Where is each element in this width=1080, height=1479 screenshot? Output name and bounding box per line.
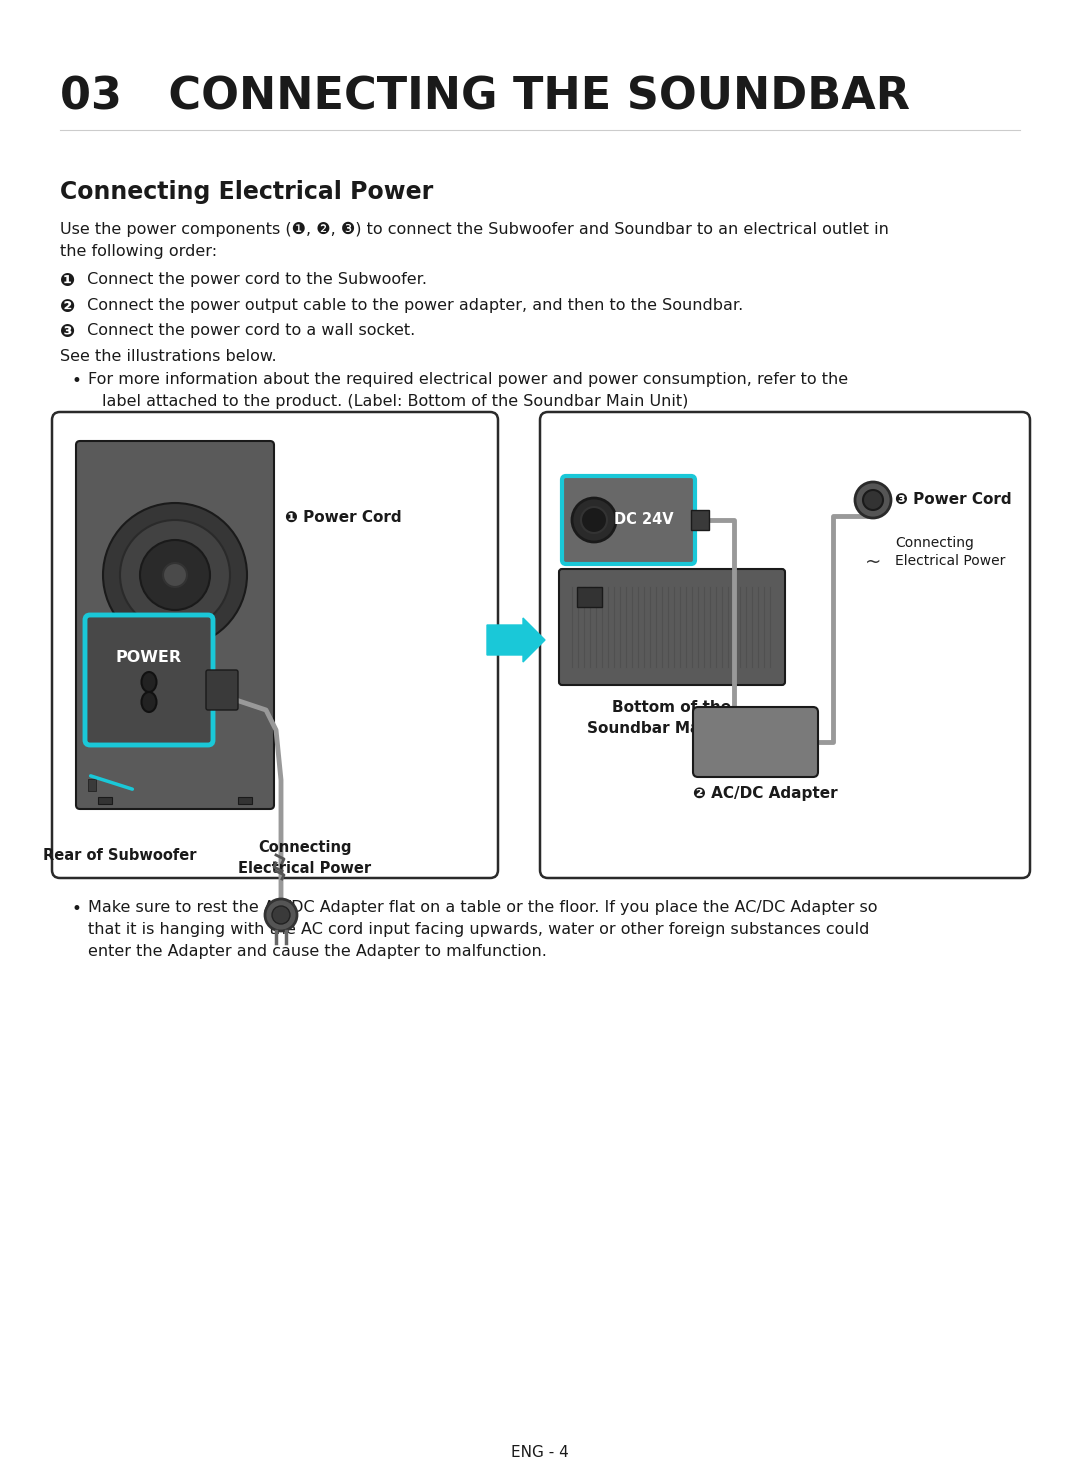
FancyBboxPatch shape [693, 707, 818, 776]
Text: Connecting
Electrical Power: Connecting Electrical Power [895, 535, 1005, 568]
Text: Connecting Electrical Power: Connecting Electrical Power [60, 180, 433, 204]
Text: POWER: POWER [116, 651, 183, 666]
Text: ❷: ❷ [60, 297, 76, 317]
Circle shape [140, 540, 210, 609]
Text: enter the Adapter and cause the Adapter to malfunction.: enter the Adapter and cause the Adapter … [87, 944, 546, 958]
Text: For more information about the required electrical power and power consumption, : For more information about the required … [87, 373, 848, 387]
Circle shape [855, 482, 891, 518]
Text: the following order:: the following order: [60, 244, 217, 259]
Bar [577, 587, 602, 606]
Text: ~: ~ [865, 553, 881, 571]
Bar [238, 797, 252, 805]
Text: Connect the power cord to the Subwoofer.: Connect the power cord to the Subwoofer. [82, 272, 427, 287]
Text: Bottom of the
Soundbar Main Unit: Bottom of the Soundbar Main Unit [586, 700, 757, 737]
FancyArrow shape [487, 618, 545, 663]
Text: •: • [72, 901, 82, 918]
Circle shape [572, 498, 616, 541]
Text: See the illustrations below.: See the illustrations below. [60, 349, 276, 364]
Text: Connect the power output cable to the power adapter, and then to the Soundbar.: Connect the power output cable to the po… [82, 297, 743, 314]
Circle shape [863, 490, 883, 510]
Bar [98, 797, 112, 805]
Text: Connecting
Electrical Power: Connecting Electrical Power [239, 840, 372, 876]
Text: Rear of Subwoofer: Rear of Subwoofer [43, 847, 197, 864]
Text: •: • [72, 373, 82, 390]
FancyBboxPatch shape [559, 569, 785, 685]
FancyBboxPatch shape [76, 441, 274, 809]
Ellipse shape [141, 671, 157, 692]
FancyBboxPatch shape [85, 615, 213, 745]
Text: Connect the power cord to a wall socket.: Connect the power cord to a wall socket. [82, 322, 415, 339]
Ellipse shape [141, 692, 157, 711]
Circle shape [103, 503, 247, 646]
Text: ENG - 4: ENG - 4 [511, 1445, 569, 1460]
Circle shape [265, 899, 297, 930]
Text: 03   CONNECTING THE SOUNDBAR: 03 CONNECTING THE SOUNDBAR [60, 75, 910, 118]
Bar [87, 779, 96, 791]
Circle shape [272, 907, 291, 924]
FancyBboxPatch shape [206, 670, 238, 710]
Circle shape [581, 507, 607, 532]
FancyBboxPatch shape [562, 476, 696, 563]
FancyBboxPatch shape [540, 413, 1030, 879]
FancyBboxPatch shape [52, 413, 498, 879]
Text: that it is hanging with the AC cord input facing upwards, water or other foreign: that it is hanging with the AC cord inpu… [87, 921, 869, 938]
Text: DC 24V: DC 24V [615, 513, 674, 528]
Bar [691, 510, 708, 529]
Text: Use the power components (❶, ❷, ❸) to connect the Subwoofer and Soundbar to an e: Use the power components (❶, ❷, ❸) to co… [60, 222, 889, 237]
Text: ❸: ❸ [60, 322, 76, 342]
Text: ❷ AC/DC Adapter: ❷ AC/DC Adapter [693, 785, 838, 802]
Text: ❶: ❶ [60, 272, 76, 290]
Circle shape [163, 563, 187, 587]
Text: ❸ Power Cord: ❸ Power Cord [895, 493, 1012, 507]
Text: label attached to the product. (Label: Bottom of the Soundbar Main Unit): label attached to the product. (Label: B… [102, 393, 688, 410]
Text: ❶ Power Cord: ❶ Power Cord [285, 510, 402, 525]
Text: Make sure to rest the AC/DC Adapter flat on a table or the floor. If you place t: Make sure to rest the AC/DC Adapter flat… [87, 901, 877, 916]
Circle shape [120, 521, 230, 630]
